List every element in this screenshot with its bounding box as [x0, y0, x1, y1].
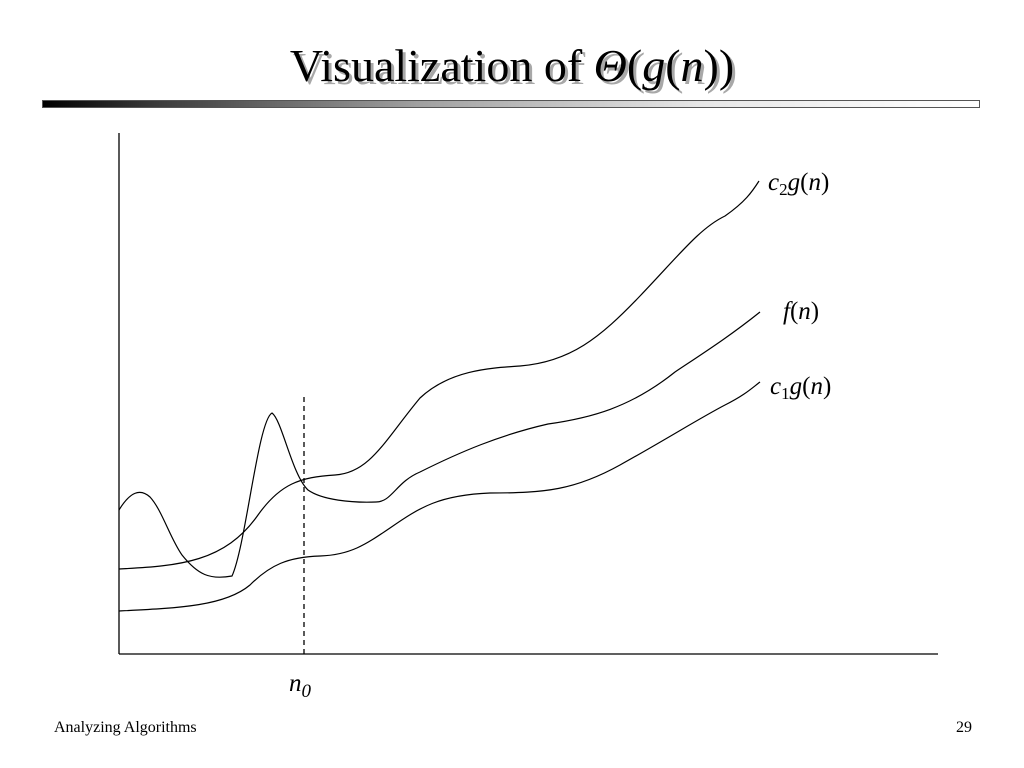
n0-label: n0 — [289, 670, 312, 702]
title-theta: Θ — [593, 40, 627, 91]
c2gn-label: c2g(n) — [768, 169, 829, 199]
c1gn-label-open: ( — [802, 373, 810, 400]
title-underline-bar — [42, 100, 980, 108]
fn-label-f: f — [783, 298, 793, 325]
c1gn-curve — [118, 381, 761, 612]
title-prefix: Visualization of — [289, 40, 594, 91]
fn-label-n: n — [798, 298, 811, 325]
c1gn-label-sub: 1 — [781, 384, 790, 403]
c1gn-label: c1g(n) — [770, 373, 831, 403]
c1gn-label-close: ) — [823, 373, 831, 400]
c2gn-label-sub: 2 — [779, 180, 788, 199]
c2gn-label-close: ) — [821, 169, 829, 196]
c2gn-label-open: ( — [800, 169, 808, 196]
n0-label-n: n — [289, 670, 302, 697]
fn-label-open: ( — [790, 298, 798, 325]
c2gn-curve — [118, 180, 760, 570]
c2gn-label-c: c — [768, 169, 779, 196]
c2gn-label-g: g — [788, 169, 801, 196]
title-open-paren-outer: ( — [626, 40, 643, 91]
c1gn-label-n: n — [810, 373, 823, 400]
c1gn-label-c: c — [770, 373, 781, 400]
footer-page-number: 29 — [956, 719, 972, 736]
title-open-paren-inner: ( — [665, 40, 681, 91]
footer-course-title: Analyzing Algorithms — [54, 719, 197, 736]
slide-title: Visualization of Θ(g(n)) — [0, 38, 1024, 94]
title-n: n — [680, 40, 704, 91]
fn-label-close: ) — [811, 298, 819, 325]
fn-label: f(n) — [783, 298, 819, 325]
c2gn-label-n: n — [808, 169, 821, 196]
title-close-parens: )) — [703, 40, 735, 91]
c1gn-label-g: g — [790, 373, 803, 400]
n0-label-sub: 0 — [302, 681, 312, 702]
fn-curve — [118, 311, 761, 578]
title-g: g — [642, 40, 666, 91]
